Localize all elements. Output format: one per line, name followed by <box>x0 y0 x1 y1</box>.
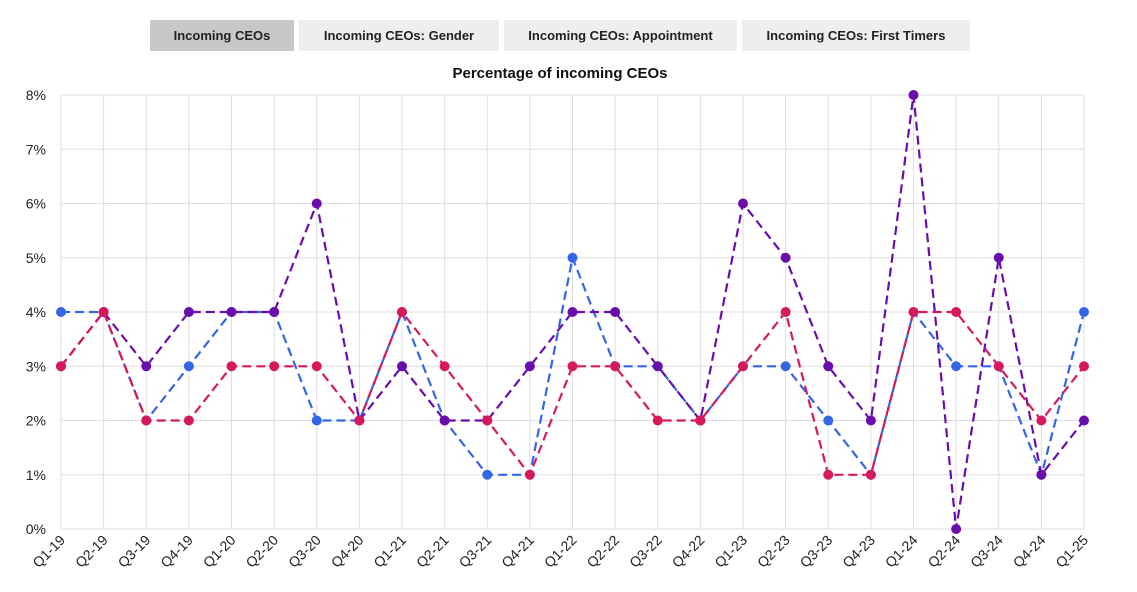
data-point-series-2[interactable] <box>524 469 535 480</box>
x-tick-label: Q3-22 <box>626 532 665 571</box>
x-tick-label: Q3-23 <box>797 532 836 571</box>
tab-incoming-ceos-appointment[interactable]: Incoming CEOs: Appointment <box>504 20 737 51</box>
data-point-series-1[interactable] <box>951 524 962 534</box>
data-point-series-0[interactable] <box>780 361 791 372</box>
x-tick-label: Q4-20 <box>328 532 367 571</box>
data-point-series-2[interactable] <box>269 361 280 372</box>
data-point-series-1[interactable] <box>311 198 322 209</box>
data-point-series-2[interactable] <box>908 307 919 317</box>
data-point-series-2[interactable] <box>993 361 1004 372</box>
y-tick-label: 7% <box>26 141 46 157</box>
x-tick-label: Q3-24 <box>967 532 1006 571</box>
data-point-series-2[interactable] <box>226 361 237 372</box>
data-point-series-1[interactable] <box>141 361 152 372</box>
y-tick-label: 1% <box>26 467 46 483</box>
x-tick-label: Q2-24 <box>924 532 963 571</box>
data-point-series-1[interactable] <box>397 361 407 372</box>
tab-incoming-ceos-first-timers[interactable]: Incoming CEOs: First Timers <box>742 20 970 51</box>
x-tick-label: Q4-23 <box>839 532 878 571</box>
data-point-series-1[interactable] <box>823 361 834 372</box>
x-tick-label: Q1-21 <box>370 532 409 571</box>
y-tick-label: 0% <box>26 521 46 537</box>
x-tick-label: Q1-24 <box>882 532 921 571</box>
x-tick-label: Q4-22 <box>669 532 708 571</box>
chart-series <box>56 90 1089 534</box>
data-point-series-1[interactable] <box>610 307 621 317</box>
y-axis-ticks: 0% 1% 2% 3% 4% 5% 6% 7% 8% <box>26 87 46 537</box>
data-point-series-2[interactable] <box>183 415 194 426</box>
x-tick-label: Q2-19 <box>72 532 111 571</box>
data-point-series-1[interactable] <box>567 307 578 317</box>
x-tick-label: Q2-23 <box>754 532 793 571</box>
data-point-series-0[interactable] <box>311 415 322 426</box>
x-tick-label: Q1-25 <box>1052 532 1091 571</box>
data-point-series-1[interactable] <box>738 198 748 209</box>
x-tick-label: Q4-19 <box>157 532 196 571</box>
data-point-series-0[interactable] <box>567 252 578 263</box>
x-tick-label: Q1-22 <box>541 532 580 571</box>
data-point-series-2[interactable] <box>865 469 876 480</box>
data-point-series-2[interactable] <box>311 361 322 372</box>
x-axis-ticks: Q1-19 Q2-19 Q3-19 Q4-19 Q1-20 Q2-20 Q3-20 Q4-20… <box>29 532 1091 571</box>
data-point-series-2[interactable] <box>141 415 152 426</box>
data-point-series-0[interactable] <box>1079 307 1089 317</box>
data-point-series-2[interactable] <box>56 361 66 372</box>
data-point-series-1[interactable] <box>439 415 450 426</box>
tab-incoming-ceos[interactable]: Incoming CEOs <box>150 20 294 51</box>
data-point-series-2[interactable] <box>439 361 450 372</box>
tab-incoming-ceos-gender[interactable]: Incoming CEOs: Gender <box>299 20 499 51</box>
x-tick-label: Q1-20 <box>200 532 239 571</box>
y-tick-label: 6% <box>26 196 46 212</box>
data-point-series-1[interactable] <box>908 90 919 100</box>
data-point-series-2[interactable] <box>567 361 578 372</box>
data-point-series-1[interactable] <box>652 361 663 372</box>
data-point-series-2[interactable] <box>951 307 962 317</box>
data-point-series-0[interactable] <box>56 307 66 317</box>
data-point-series-2[interactable] <box>1036 415 1047 426</box>
x-tick-label: Q4-21 <box>498 532 537 571</box>
y-tick-label: 4% <box>26 304 46 320</box>
x-tick-label: Q2-21 <box>413 532 452 571</box>
data-point-series-2[interactable] <box>397 307 407 317</box>
x-tick-label: Q2-20 <box>242 532 281 571</box>
data-point-series-2[interactable] <box>738 361 748 372</box>
x-tick-label: Q3-20 <box>285 532 324 571</box>
y-tick-label: 2% <box>26 413 46 429</box>
data-point-series-2[interactable] <box>695 415 706 426</box>
data-point-series-0[interactable] <box>951 361 962 372</box>
data-point-series-1[interactable] <box>780 252 791 263</box>
y-tick-label: 8% <box>26 87 46 103</box>
data-point-series-1[interactable] <box>993 252 1004 263</box>
data-point-series-1[interactable] <box>1036 469 1047 480</box>
data-point-series-2[interactable] <box>780 307 791 317</box>
data-point-series-1[interactable] <box>524 361 535 372</box>
chart-title: Percentage of incoming CEOs <box>452 65 667 82</box>
x-tick-label: Q3-21 <box>456 532 495 571</box>
data-point-series-1[interactable] <box>269 307 280 317</box>
data-point-series-1[interactable] <box>226 307 237 317</box>
data-point-series-0[interactable] <box>482 469 493 480</box>
data-point-series-2[interactable] <box>652 415 663 426</box>
x-tick-label: Q3-19 <box>115 532 154 571</box>
data-point-series-2[interactable] <box>98 307 109 317</box>
x-tick-label: Q4-24 <box>1010 532 1049 571</box>
data-point-series-1[interactable] <box>1079 415 1089 426</box>
data-point-series-2[interactable] <box>354 415 365 426</box>
x-tick-label: Q2-22 <box>583 532 622 571</box>
x-tick-label: Q1-23 <box>711 532 750 571</box>
data-point-series-2[interactable] <box>610 361 621 372</box>
x-tick-label: Q1-19 <box>29 532 68 571</box>
data-point-series-2[interactable] <box>482 415 493 426</box>
y-tick-label: 5% <box>26 250 46 266</box>
data-point-series-1[interactable] <box>183 307 194 317</box>
y-tick-label: 3% <box>26 358 46 374</box>
data-point-series-0[interactable] <box>183 361 194 372</box>
data-point-series-0[interactable] <box>823 415 834 426</box>
data-point-series-2[interactable] <box>823 469 834 480</box>
data-point-series-1[interactable] <box>865 415 876 426</box>
data-point-series-2[interactable] <box>1079 361 1089 372</box>
